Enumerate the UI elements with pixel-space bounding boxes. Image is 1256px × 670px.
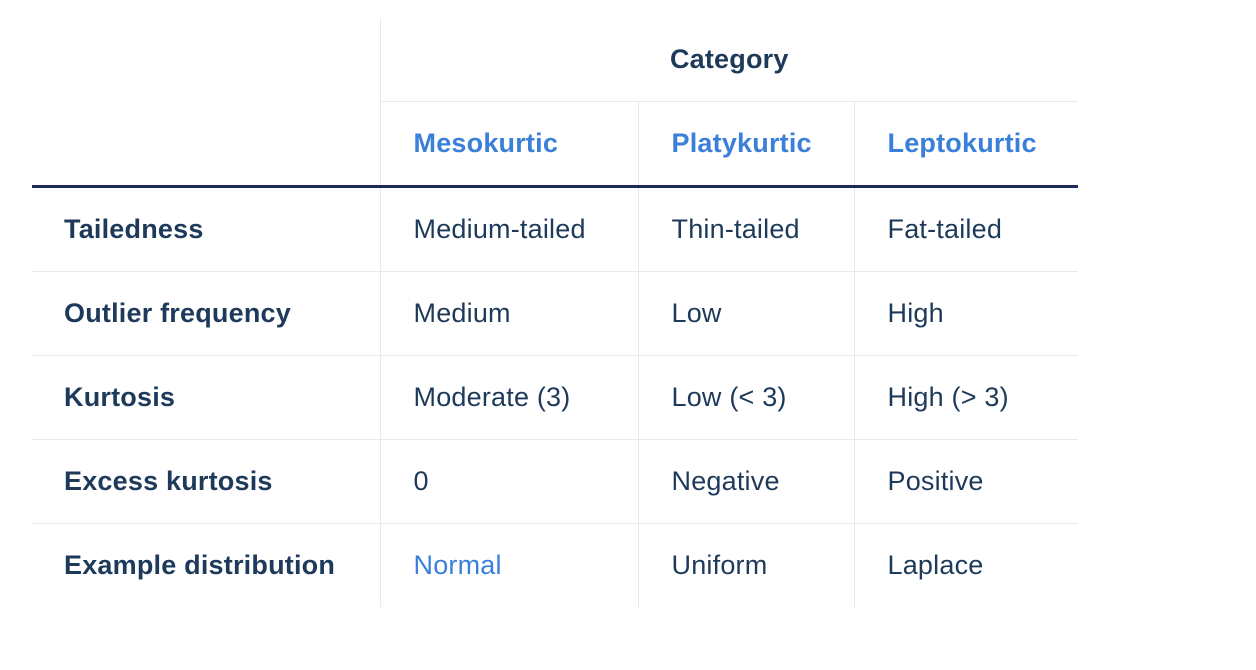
table-cell: Positive xyxy=(853,439,1079,524)
table-cell: Thin-tailed xyxy=(637,186,854,272)
table-cell: Medium xyxy=(379,271,638,356)
column-header-platykurtic: Platykurtic xyxy=(637,101,854,188)
table-cell: Low xyxy=(637,271,854,356)
table-row-tailedness: Tailedness Medium-tailed Thin-tailed Fat… xyxy=(32,186,1079,272)
table-cell: Uniform xyxy=(637,523,854,607)
table-cell: High xyxy=(853,271,1079,356)
table-cell: Negative xyxy=(637,439,854,524)
table-cell: Low (< 3) xyxy=(637,355,854,440)
table-row-outlier-frequency: Outlier frequency Medium Low High xyxy=(32,271,1079,356)
table-row-example-distribution: Example distribution Normal Uniform Lapl… xyxy=(32,523,1079,607)
table-cell: High (> 3) xyxy=(853,355,1079,440)
column-header-leptokurtic: Leptokurtic xyxy=(853,101,1079,188)
category-group-header: Category xyxy=(379,18,1079,102)
kurtosis-comparison-table-container: Category Mesokurtic Platykurtic Leptokur… xyxy=(32,18,1079,607)
group-header-row: Category xyxy=(32,18,1079,102)
table-cell-link: Normal xyxy=(379,523,638,607)
column-header-mesokurtic: Mesokurtic xyxy=(379,101,638,188)
table-row-excess-kurtosis: Excess kurtosis 0 Negative Positive xyxy=(32,439,1079,524)
normal-distribution-link[interactable]: Normal xyxy=(413,550,502,580)
row-label: Tailedness xyxy=(32,186,380,272)
table-cell: Fat-tailed xyxy=(853,186,1079,272)
column-header-row: Mesokurtic Platykurtic Leptokurtic xyxy=(32,101,1079,188)
row-label: Example distribution xyxy=(64,550,336,580)
kurtosis-comparison-table: Category Mesokurtic Platykurtic Leptokur… xyxy=(32,18,1079,607)
row-label: Excess kurtosis xyxy=(32,439,380,524)
row-label: Outlier frequency xyxy=(32,271,380,356)
row-label: Kurtosis xyxy=(32,355,380,440)
table-cell: 0 xyxy=(379,439,638,524)
corner-cell xyxy=(32,18,380,102)
table-cell: Medium-tailed xyxy=(379,186,638,272)
corner-cell-lower xyxy=(32,101,380,188)
table-cell: Moderate (3) xyxy=(379,355,638,440)
table-row-kurtosis: Kurtosis Moderate (3) Low (< 3) High (> … xyxy=(32,355,1079,440)
table-cell: Laplace xyxy=(853,523,1079,607)
